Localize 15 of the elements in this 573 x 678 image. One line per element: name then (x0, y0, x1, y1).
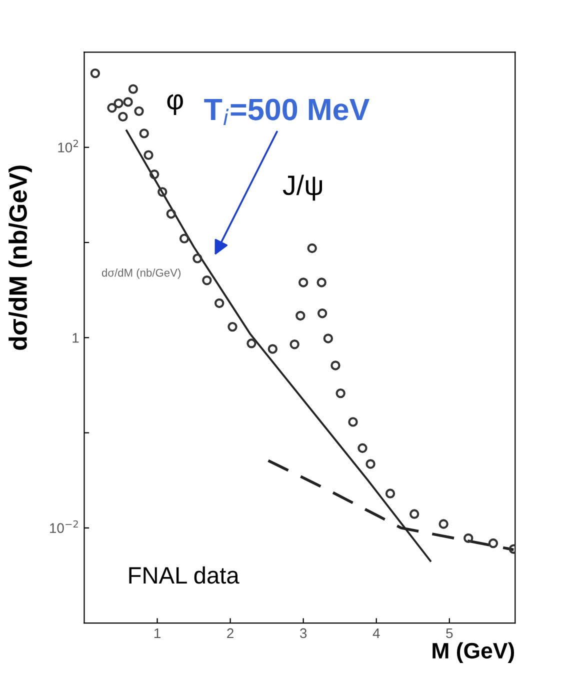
annotation: J/ψ (282, 174, 322, 201)
x-tick-label: 3 (300, 628, 307, 638)
annotation: φ (167, 94, 183, 115)
y-tick-label: 10$^{2}$ (58, 140, 78, 152)
y-tick-label: 10$^{−2}$ (50, 520, 78, 533)
y-tick-label: 1 (72, 333, 79, 343)
x-axis-title: M (GeV) (432, 642, 514, 663)
x-tick-label: 5 (446, 628, 453, 638)
x-tick-label: 2 (227, 628, 234, 638)
y-axis-title: dσ/dM (nb/GeV) (8, 166, 32, 350)
annotation: dσ/dM (nb/GeV) (102, 268, 181, 279)
x-tick-label: 1 (154, 628, 160, 638)
x-tick-label: 4 (372, 628, 380, 638)
annotation: FNAL data (129, 566, 240, 584)
annotation: T$_{i}$=500 MeV (204, 98, 370, 126)
